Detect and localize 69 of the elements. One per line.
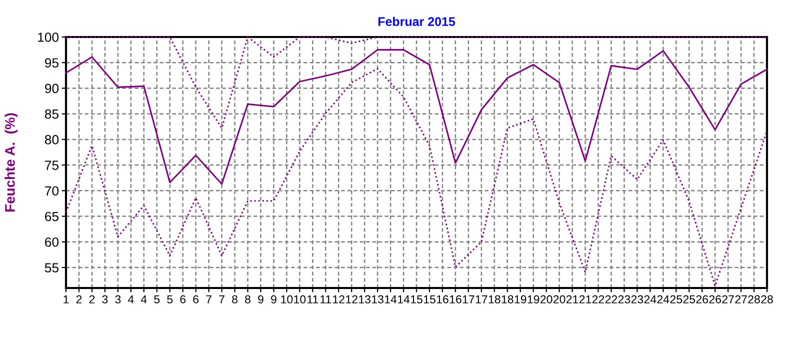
x-tick-label: 15	[424, 295, 436, 304]
x-tick-label: 14	[398, 295, 410, 304]
y-tick-label: 70	[45, 186, 59, 196]
x-tick-label: 25	[670, 295, 682, 304]
chart-title: Februar 2015	[378, 16, 456, 26]
y-tick-label: 100	[38, 32, 59, 42]
line-series	[65, 49, 768, 185]
x-tick-label: 9	[258, 295, 264, 304]
x-tick-label: 11	[308, 295, 318, 304]
x-tick-label: 28	[748, 295, 760, 304]
x-tick-label: 24	[644, 295, 656, 304]
x-tick-label: 26	[696, 295, 708, 304]
y-tick-label: 95	[45, 58, 59, 68]
x-tick-label: 9	[271, 295, 276, 304]
x-tick-label: 26	[709, 295, 721, 304]
x-tick-label: 18	[502, 295, 514, 304]
x-tick-label: 21	[579, 295, 592, 304]
y-tick-label: 60	[45, 237, 59, 247]
x-tick-label: 10	[281, 295, 293, 304]
y-tick-label: 80	[44, 135, 59, 144]
x-tick-label: 5	[154, 295, 160, 304]
x-tick-label: 8	[232, 295, 238, 304]
x-tick-label: 19	[514, 295, 526, 304]
x-tick-label: 16	[436, 295, 448, 304]
x-tick-label: 24	[657, 295, 670, 304]
x-tick-label: 2	[89, 295, 95, 304]
x-tick-label: 19	[528, 295, 540, 304]
x-tick-label: 23	[631, 295, 644, 304]
x-tick-label: 18	[488, 295, 500, 304]
x-tick-label: 11	[320, 295, 332, 304]
x-tick-label: 13	[359, 295, 370, 304]
x-tick-label: 7	[219, 295, 224, 304]
x-tick-label: 10	[294, 295, 306, 304]
x-tick-label: 25	[683, 295, 696, 304]
x-tick-label: 12	[346, 295, 358, 304]
x-tick-label: 7	[206, 295, 212, 304]
x-tick-label: 14	[385, 295, 397, 304]
y-axis-title: Feuchte A. (%)	[4, 113, 18, 212]
x-tick-label: 27	[735, 295, 747, 304]
x-tick-label: 20	[553, 295, 566, 304]
line-series	[65, 68, 768, 287]
x-tick-label: 16	[450, 295, 462, 304]
x-tick-label: 4	[140, 295, 147, 304]
x-tick-label: 5	[167, 295, 173, 304]
x-tick-label: 3	[102, 295, 108, 304]
x-tick-label: 1	[64, 295, 69, 304]
y-tick-label: 90	[45, 84, 59, 94]
x-tick-label: 27	[722, 295, 734, 304]
x-tick-label: 4	[128, 295, 134, 304]
x-tick-label: 15	[410, 295, 422, 304]
x-tick-label: 23	[618, 295, 630, 304]
x-tick-label: 28	[761, 295, 773, 304]
x-tick-label: 2	[76, 295, 82, 304]
y-tick-label: 85	[44, 109, 59, 119]
x-tick-label: 3	[115, 295, 121, 304]
x-tick-label: 22	[605, 295, 618, 304]
x-tick-label: 8	[245, 295, 250, 304]
x-tick-label: 20	[540, 295, 552, 304]
x-tick-label: 17	[462, 295, 474, 304]
y-tick-label: 75	[45, 160, 59, 170]
x-tick-label: 21	[566, 295, 578, 304]
y-tick-label: 55	[44, 263, 59, 272]
x-tick-label: 12	[333, 295, 344, 304]
x-tick-label: 6	[180, 295, 186, 304]
x-tick-label: 6	[193, 295, 199, 304]
x-tick-label: 13	[372, 295, 384, 304]
x-tick-label: 22	[592, 295, 604, 304]
x-tick-label: 17	[476, 295, 488, 304]
y-tick-label: 65	[45, 212, 59, 222]
